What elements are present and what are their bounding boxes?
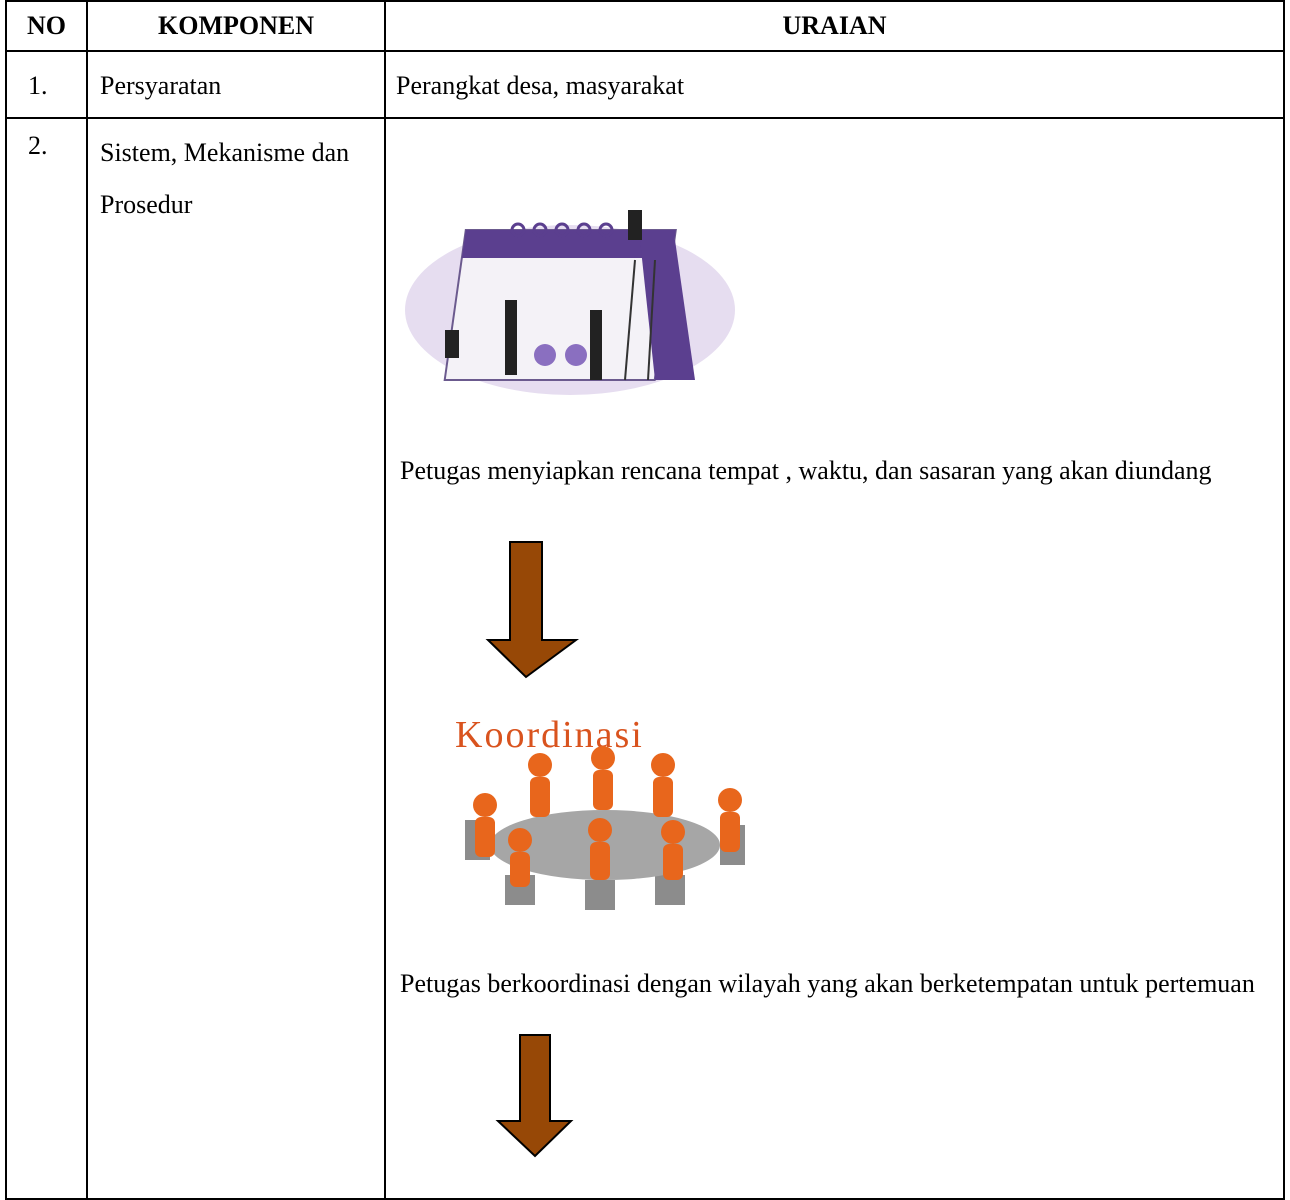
table-border [5,0,1285,2]
meeting-illustration [465,746,745,910]
row-number: 1. [28,71,48,100]
header-cell: URAIAN [782,11,887,40]
header-cell: KOMPONEN [158,11,314,40]
flow-arrow [485,541,580,679]
description: Perangkat desa, masyarakat [396,71,685,100]
table-border [5,1198,1285,1200]
image-caption: Koordinasi [455,714,644,756]
step-text: Petugas berkoordinasi dengan wilayah yan… [400,969,1255,998]
table-border [86,0,88,1200]
table-border [384,0,386,1200]
table-border [5,50,1285,52]
header-cell: NO [27,11,66,40]
table-border [5,117,1285,119]
component: Persyaratan [100,71,222,100]
calendar-illustration [405,210,735,395]
step-text: Petugas menyiapkan rencana tempat , wakt… [400,456,1212,485]
table-border [1283,0,1285,1200]
table-border [5,0,7,1200]
row-number: 2. [28,131,48,160]
component: Sistem, Mekanisme dan Prosedur [100,138,350,219]
flow-arrow [495,1034,574,1158]
